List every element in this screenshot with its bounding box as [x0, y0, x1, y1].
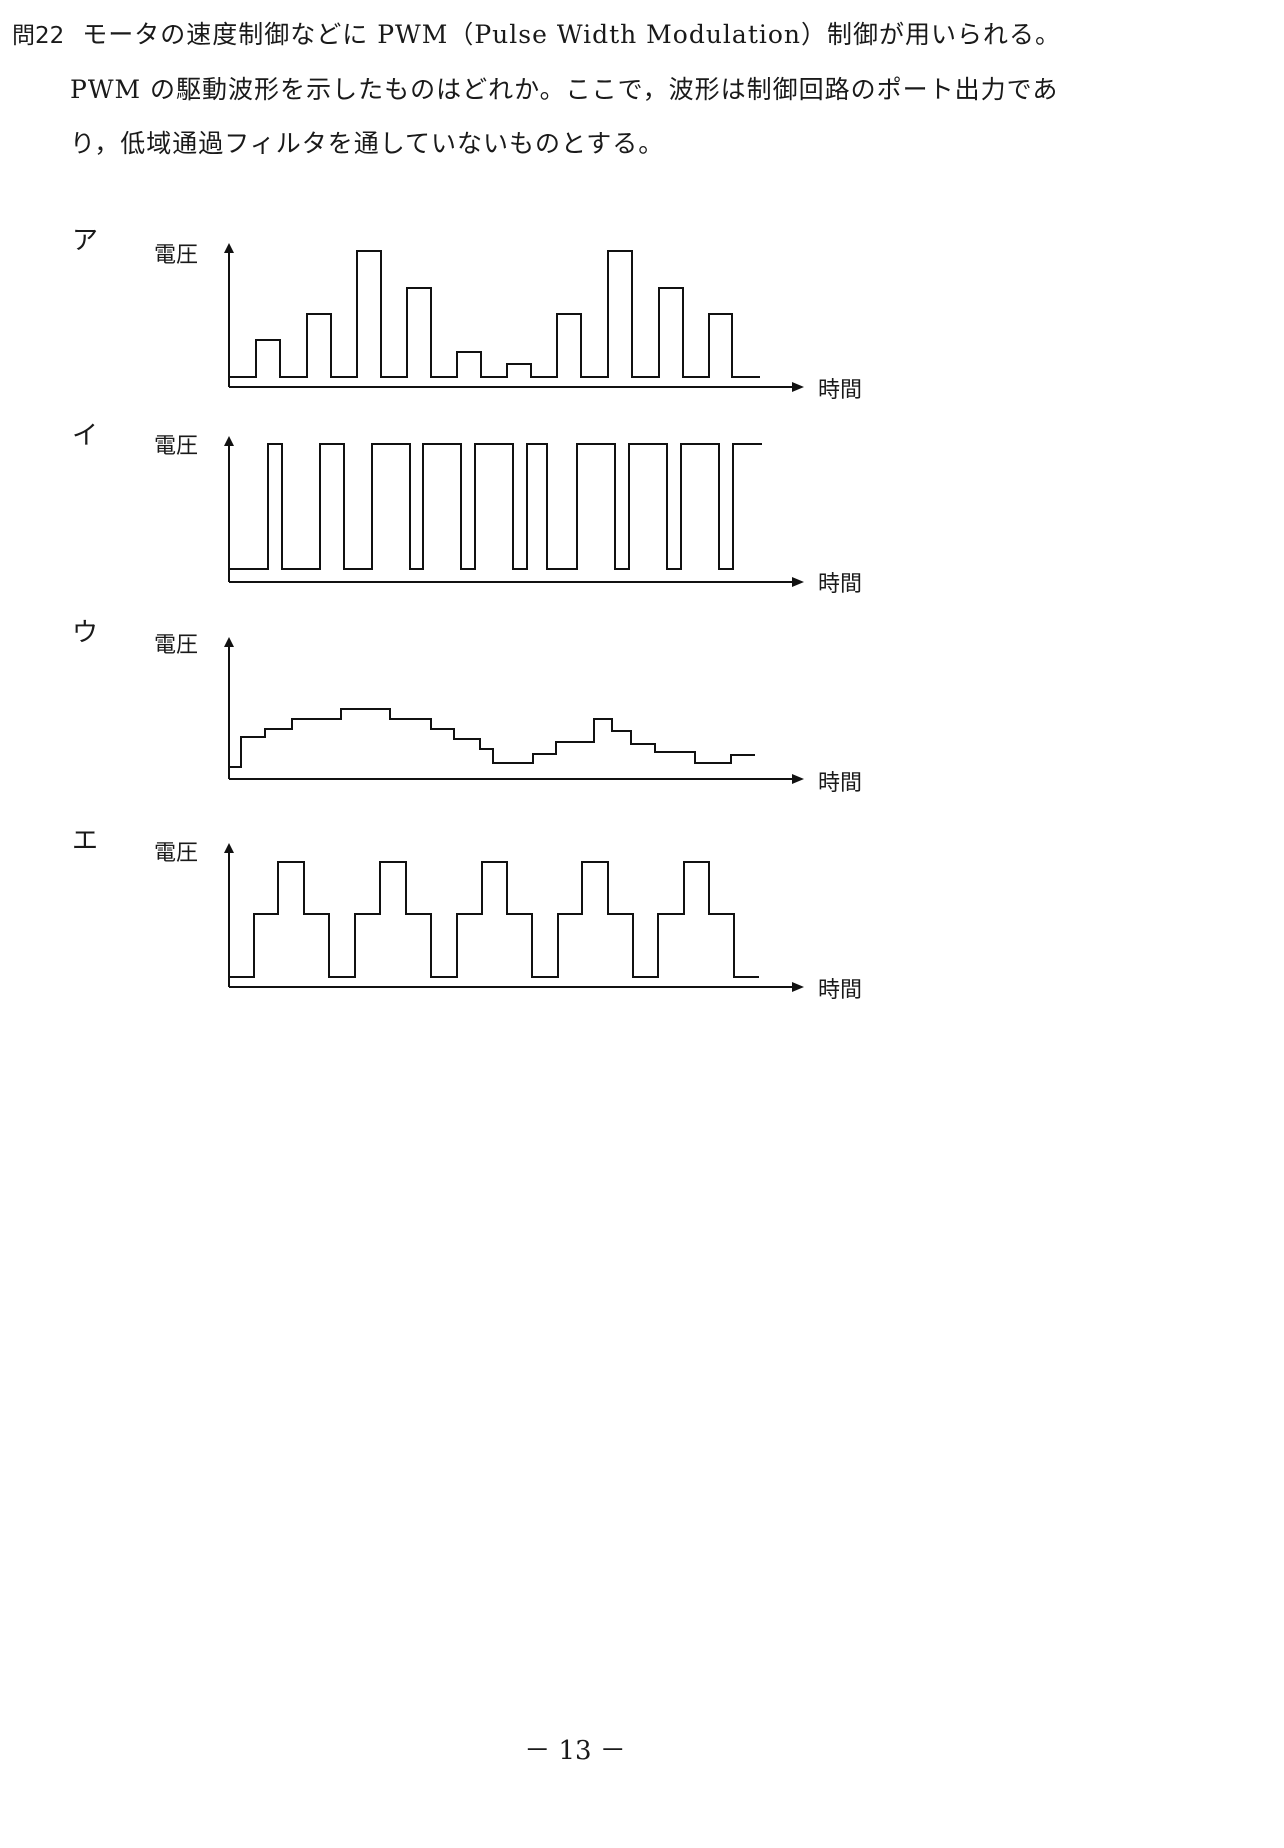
page-number: － 13 － — [524, 1736, 626, 1766]
choice-b-time-label: 時間 — [818, 572, 863, 597]
question: 問22 モータの速度制御などに PWM（Pulse Width Modulatio… — [12, 8, 1212, 171]
choice-b-voltage-label: 電圧 — [154, 434, 199, 459]
choice-d-voltage-label: 電圧 — [154, 841, 199, 866]
choice-d-time-label: 時間 — [818, 978, 863, 1003]
question-line-3: り，低域通過フィルタを通していないものとする。 — [70, 129, 665, 158]
question-line-1: 問22 モータの速度制御などに PWM（Pulse Width Modulatio… — [12, 8, 1212, 63]
question-number: 問22 — [12, 23, 65, 49]
question-line-2: PWM の駆動波形を示したものはどれか。ここで，波形は制御回路のポート出力であ — [70, 75, 1059, 104]
question-text-1: モータの速度制御などに PWM（Pulse Width Modulation）制… — [82, 20, 1062, 49]
choice-a-label: ア — [72, 226, 99, 256]
choice-c-waveform — [224, 637, 804, 784]
choice-a-voltage-label: 電圧 — [154, 243, 199, 268]
choice-b-label: イ — [72, 421, 99, 451]
choice-a-time-label: 時間 — [818, 378, 863, 403]
choice-c-voltage-label: 電圧 — [154, 633, 199, 658]
choice-c-time-label: 時間 — [818, 771, 863, 796]
choice-d-waveform — [224, 843, 804, 992]
choice-b-waveform — [224, 436, 804, 587]
choice-c-label: ウ — [72, 618, 99, 648]
choice-a-waveform — [224, 243, 804, 392]
choice-d-label: エ — [72, 826, 99, 856]
